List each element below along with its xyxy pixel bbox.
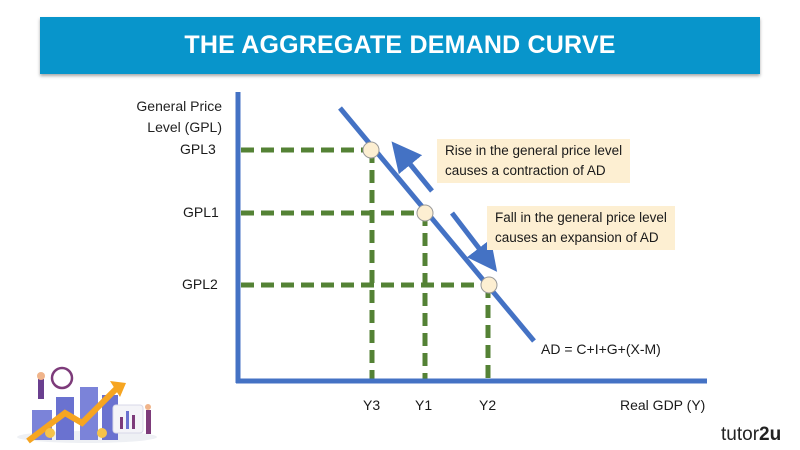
chart-title: THE AGGREGATE DEMAND CURVE xyxy=(184,31,616,59)
y-axis-label-line2: Level (GPL) xyxy=(147,119,222,135)
y-axis-label-line1: General Price xyxy=(136,98,222,114)
point-gpl3-y3 xyxy=(362,141,380,159)
arrow-up-contraction xyxy=(391,141,434,193)
annotation-rise-line1: Rise in the general price level xyxy=(445,143,623,158)
logo-text-regular: tutor xyxy=(721,424,760,445)
annotation-fall-line1: Fall in the general price level xyxy=(495,210,667,225)
guide-lines xyxy=(241,147,491,379)
x-tick-y3: Y3 xyxy=(363,397,381,413)
title-banner: THE AGGREGATE DEMAND CURVE xyxy=(40,17,760,74)
y-tick-gpl1: GPL1 xyxy=(183,204,219,220)
y-tick-gpl2: GPL2 xyxy=(182,276,218,292)
growth-chart-illustration xyxy=(17,366,157,444)
arrow-down-expansion xyxy=(450,211,498,272)
x-axis-label: Real GDP (Y) xyxy=(620,397,706,413)
annotation-rise: Rise in the general price level causes a… xyxy=(437,139,631,183)
x-tick-y1: Y1 xyxy=(415,397,433,413)
point-gpl1-y1 xyxy=(416,204,434,222)
ad-curve-label: AD = C+I+G+(X-M) xyxy=(541,341,661,357)
point-gpl2-y2 xyxy=(480,276,498,294)
logo-text-bold: 2u xyxy=(759,424,782,445)
y-axis-label: General Price Level (GPL) xyxy=(136,96,222,138)
annotation-fall: Fall in the general price level causes a… xyxy=(487,206,675,250)
annotation-rise-line2: causes a contraction of AD xyxy=(445,163,606,178)
y-tick-gpl3: GPL3 xyxy=(180,141,216,157)
annotation-fall-line2: causes an expansion of AD xyxy=(495,230,659,245)
tutor2u-logo: tutor2u xyxy=(721,424,781,446)
x-tick-y2: Y2 xyxy=(479,397,497,413)
